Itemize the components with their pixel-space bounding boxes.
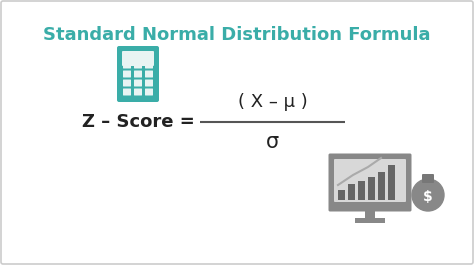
Text: $: $ (423, 190, 433, 204)
Text: σ: σ (266, 132, 279, 152)
FancyBboxPatch shape (134, 89, 142, 95)
Bar (348, 184, 355, 200)
FancyBboxPatch shape (134, 70, 142, 77)
Bar (368, 177, 375, 200)
FancyBboxPatch shape (145, 80, 153, 86)
FancyBboxPatch shape (123, 70, 131, 77)
Bar (388, 165, 395, 200)
Text: Standard Normal Distribution Formula: Standard Normal Distribution Formula (43, 26, 431, 44)
Circle shape (412, 179, 444, 211)
FancyBboxPatch shape (122, 51, 154, 66)
Bar (378, 172, 385, 200)
Bar (338, 189, 345, 200)
FancyBboxPatch shape (117, 46, 159, 102)
Bar (365, 210, 375, 218)
Text: Z – Score =: Z – Score = (82, 113, 195, 131)
FancyBboxPatch shape (145, 61, 153, 68)
Text: ( X – μ ): ( X – μ ) (237, 93, 307, 111)
FancyBboxPatch shape (334, 159, 406, 202)
Bar (358, 181, 365, 200)
FancyBboxPatch shape (123, 80, 131, 86)
FancyBboxPatch shape (123, 89, 131, 95)
FancyBboxPatch shape (145, 70, 153, 77)
FancyBboxPatch shape (134, 80, 142, 86)
Bar (355, 218, 385, 223)
FancyBboxPatch shape (134, 61, 142, 68)
FancyBboxPatch shape (123, 61, 131, 68)
FancyBboxPatch shape (422, 174, 434, 183)
FancyBboxPatch shape (145, 89, 153, 95)
FancyBboxPatch shape (328, 153, 411, 211)
